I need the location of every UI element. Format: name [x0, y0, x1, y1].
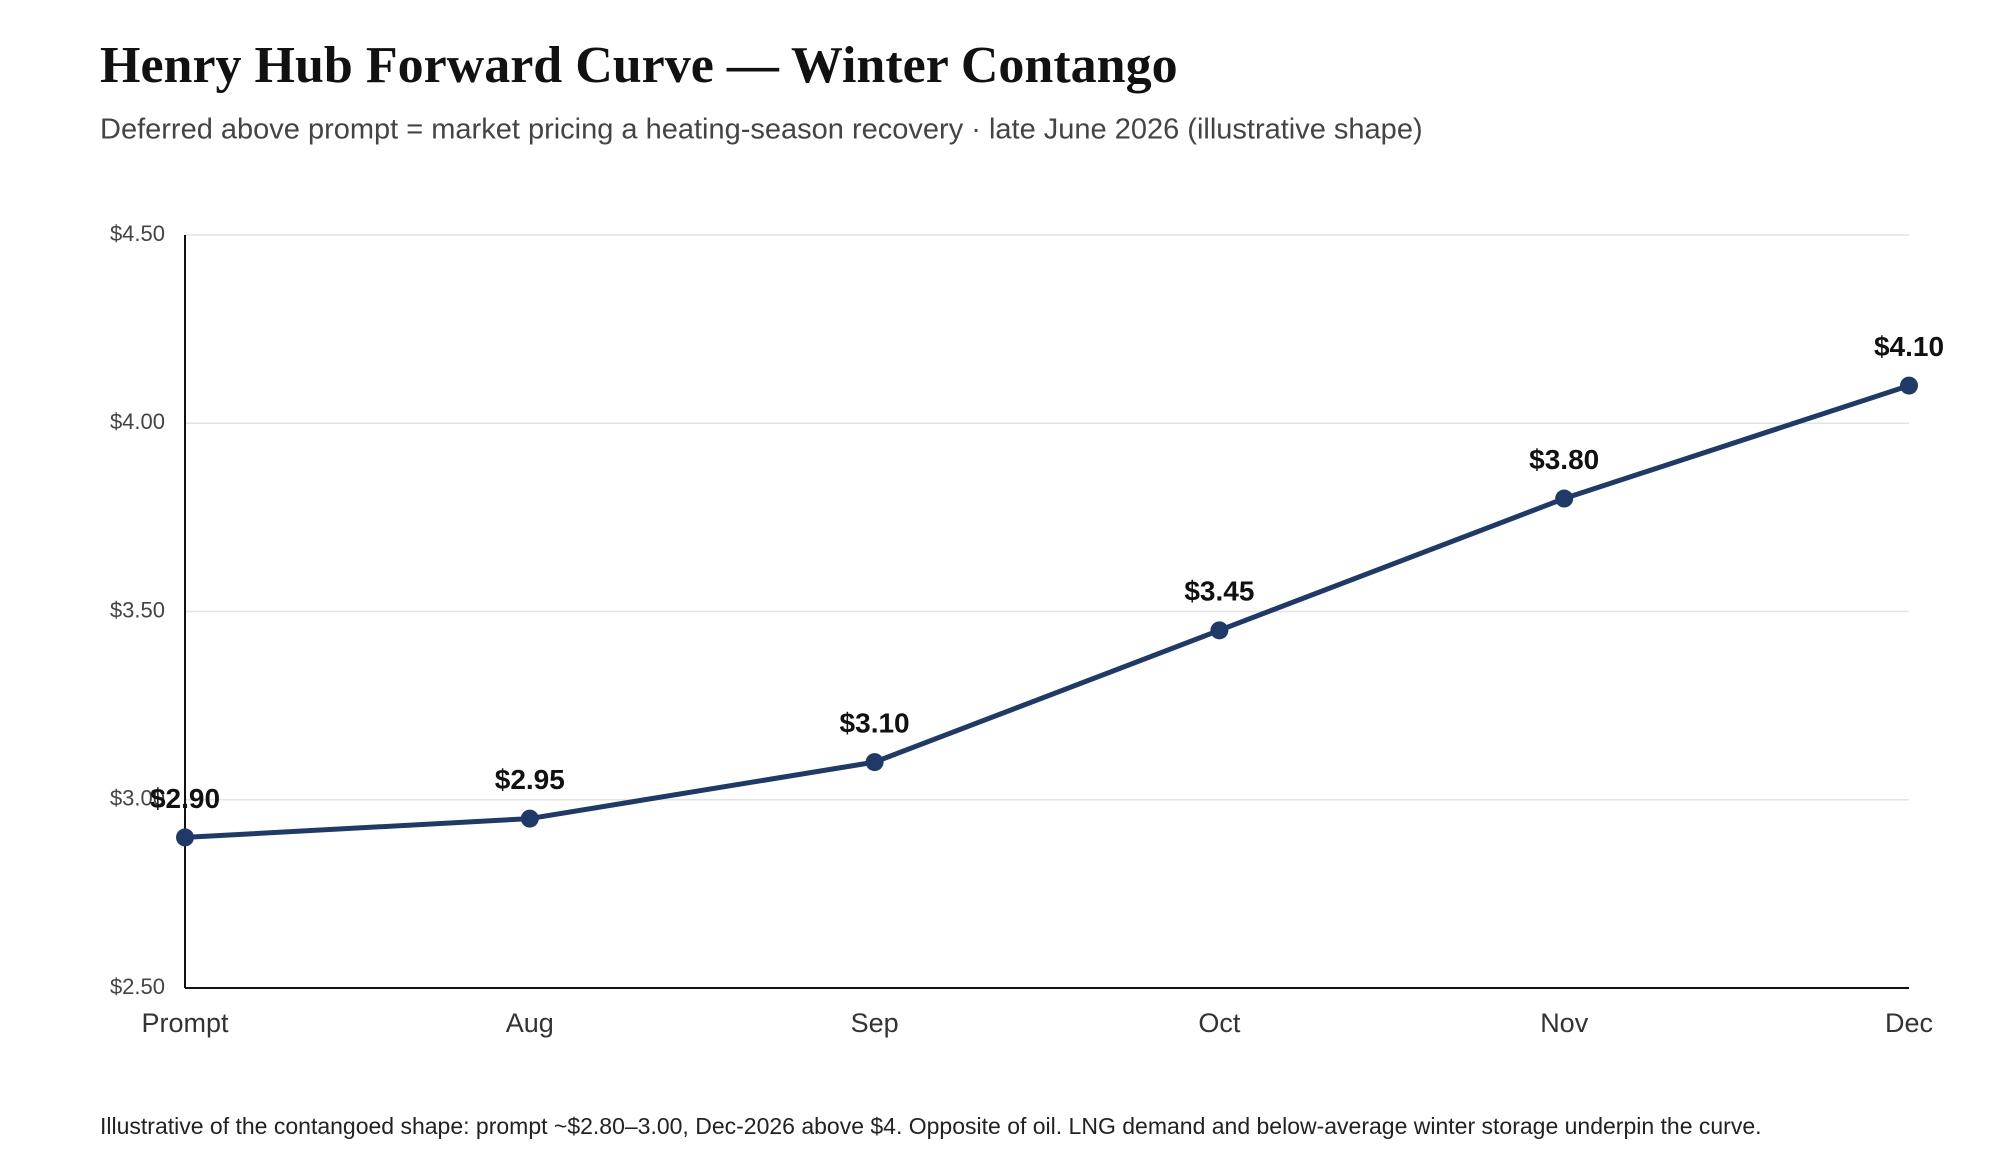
- chart-title: Henry Hub Forward Curve — Winter Contang…: [100, 37, 1178, 94]
- chart-subtitle: Deferred above prompt = market pricing a…: [100, 114, 1423, 146]
- data-label: $2.90: [150, 783, 220, 814]
- data-label: $4.10: [1874, 331, 1944, 362]
- x-tick-label: Oct: [1198, 1008, 1241, 1038]
- x-tick-label: Aug: [506, 1008, 554, 1038]
- y-tick-label: $3.00: [110, 786, 165, 811]
- data-point: [176, 828, 194, 847]
- x-tick-label: Sep: [851, 1008, 899, 1038]
- data-label: $2.95: [495, 764, 565, 795]
- y-tick-label: $3.50: [110, 597, 165, 622]
- data-label: $3.45: [1184, 576, 1254, 607]
- y-tick-label: $4.00: [110, 409, 165, 434]
- series-line: [184, 383, 1910, 840]
- data-point: [865, 753, 884, 772]
- data-point: [520, 809, 539, 828]
- data-point: [1555, 489, 1574, 508]
- data-label: $3.10: [840, 707, 910, 738]
- chart-note: Illustrative of the contangoed shape: pr…: [100, 1113, 1762, 1139]
- data-point: [1900, 376, 1918, 395]
- x-tick-label: Dec: [1885, 1008, 1933, 1038]
- y-tick-label: $4.50: [110, 221, 165, 246]
- data-point: [1210, 621, 1229, 640]
- y-tick-label: $2.50: [110, 974, 165, 999]
- data-label: $3.80: [1529, 444, 1599, 475]
- x-tick-label: Prompt: [141, 1008, 229, 1038]
- x-tick-label: Nov: [1540, 1008, 1589, 1038]
